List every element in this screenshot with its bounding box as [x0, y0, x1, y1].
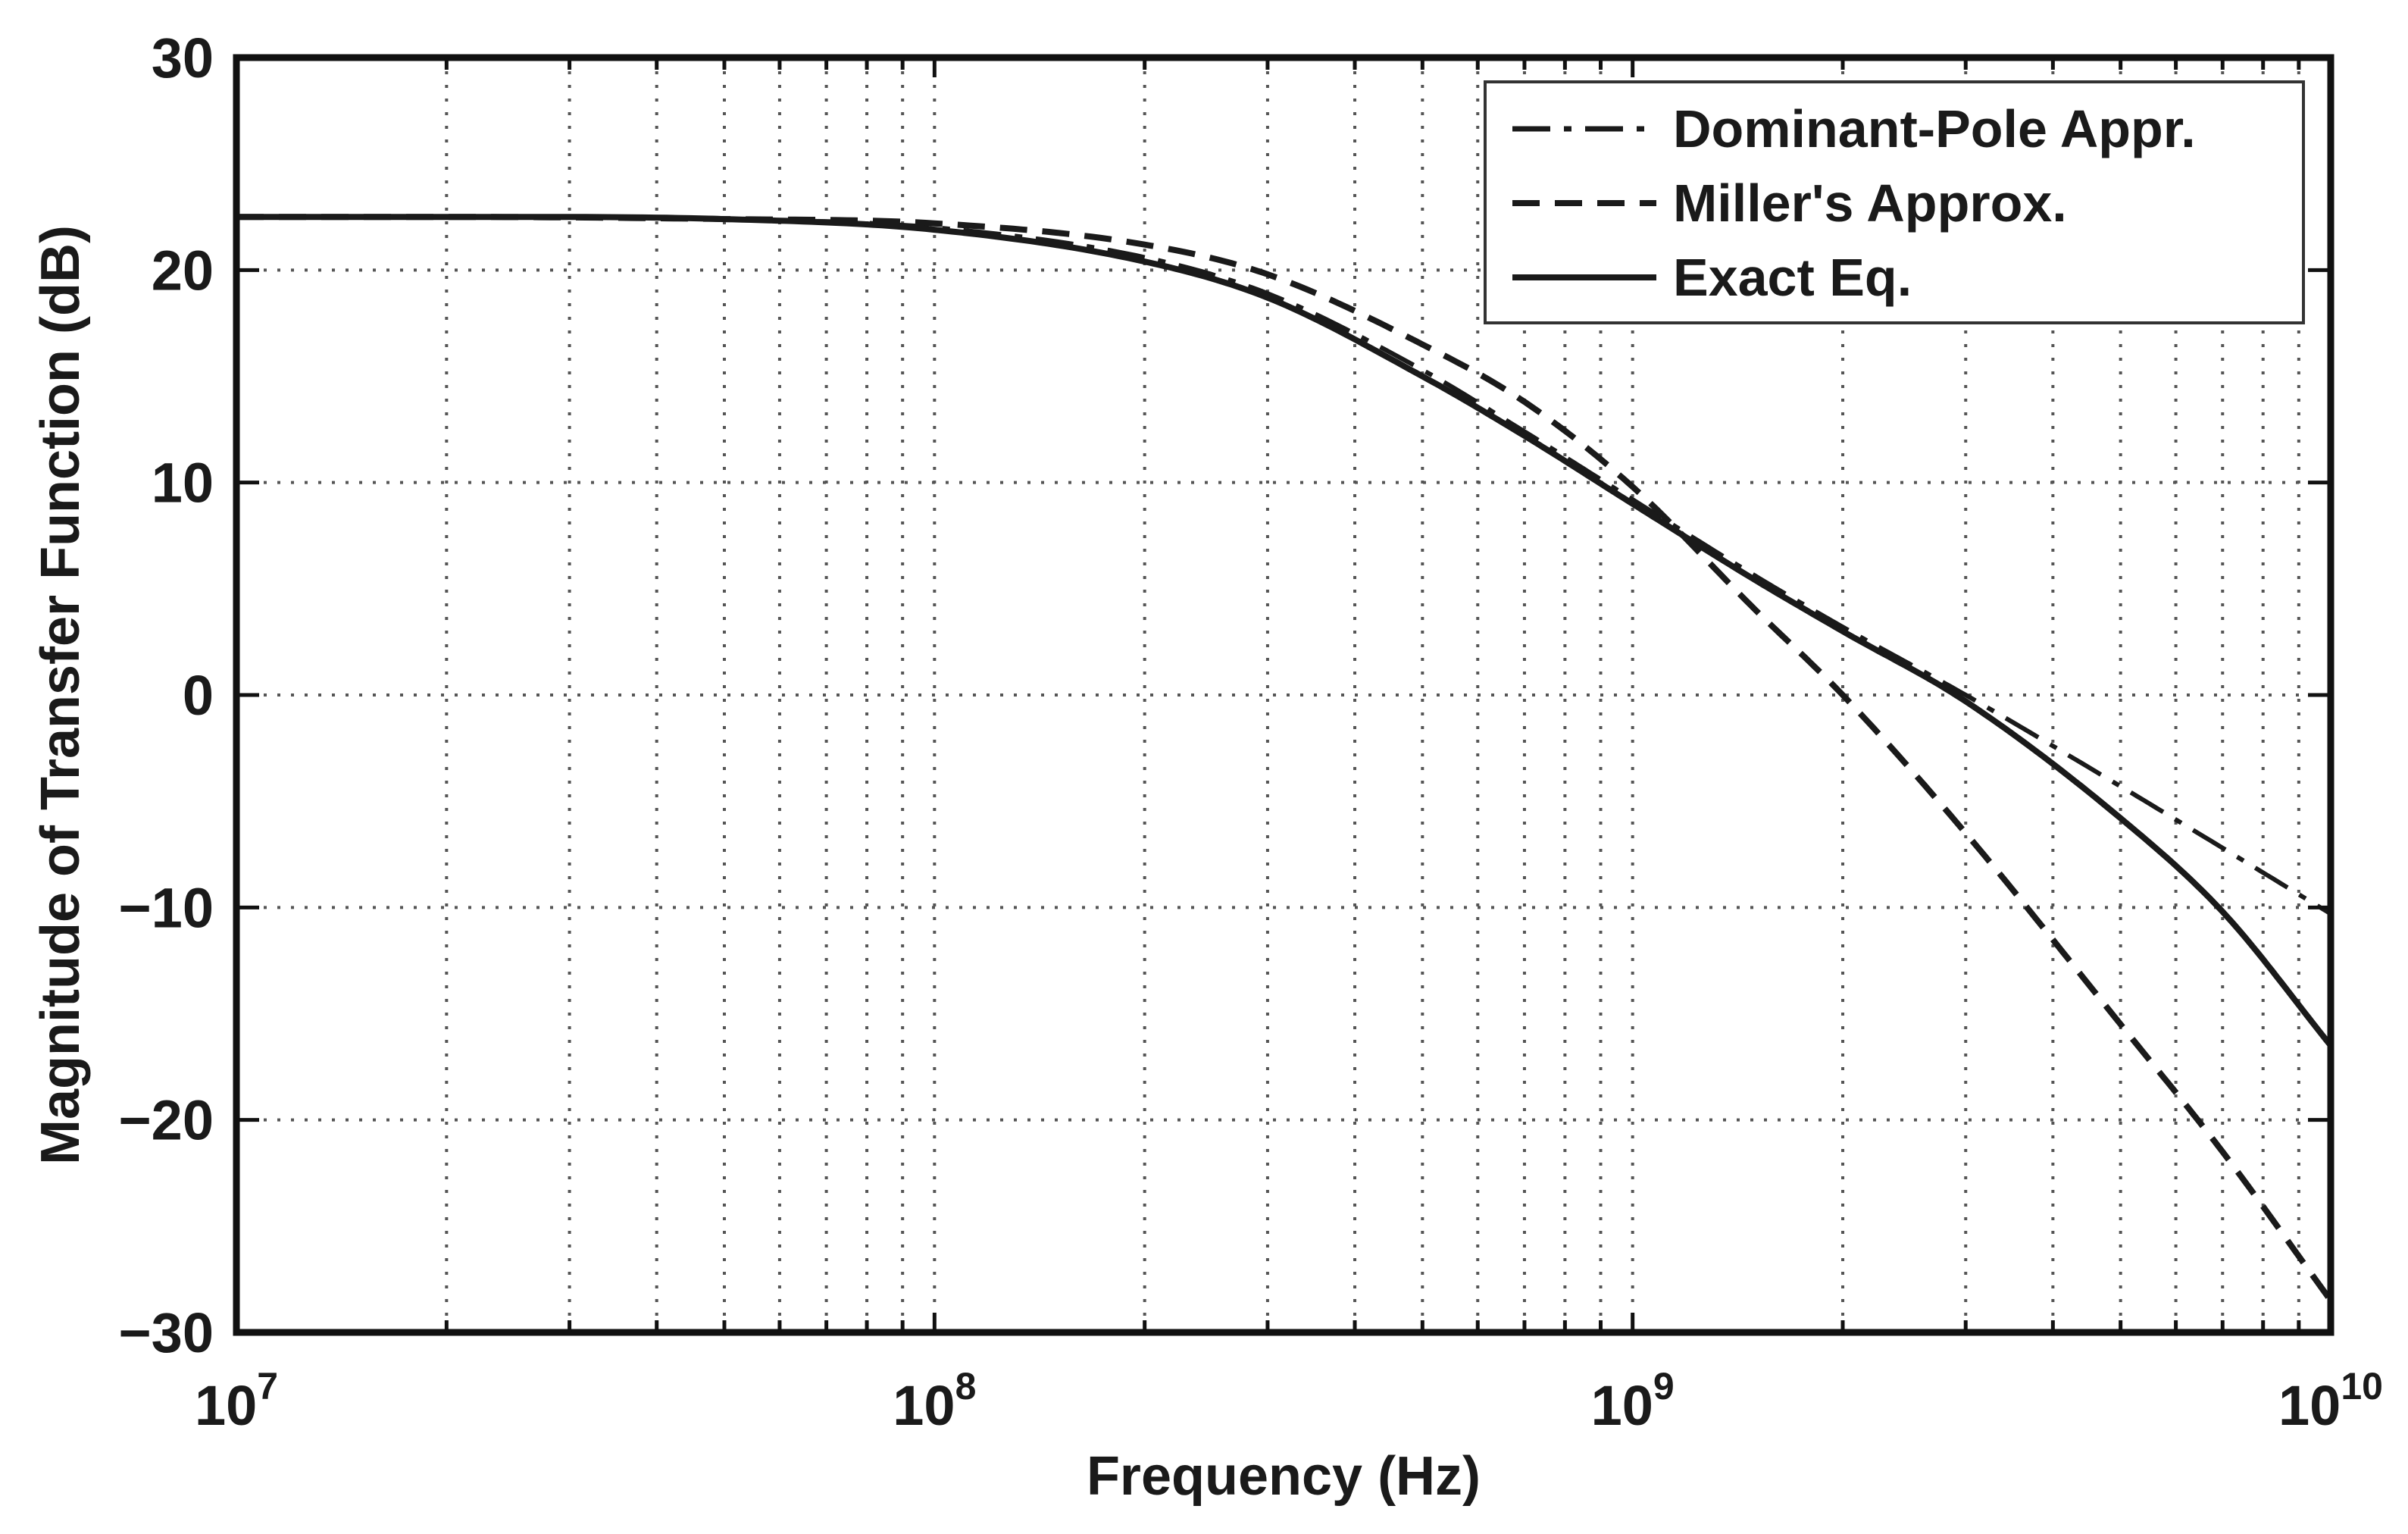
x-tick-label: 1010 [2278, 1365, 2383, 1437]
y-tick-label: 20 [152, 239, 214, 302]
y-tick-label: −30 [118, 1301, 214, 1364]
y-tick-label: 0 [183, 664, 214, 727]
x-tick-label: 109 [1591, 1365, 1675, 1437]
legend-label-dominant-pole: Dominant-Pole Appr. [1673, 99, 2196, 158]
x-axis-label: Frequency (Hz) [1087, 1446, 1481, 1507]
y-axis-label: Magnitude of Transfer Function (dB) [30, 225, 91, 1165]
y-tick-label: 10 [152, 452, 214, 515]
x-tick-labels: 107 108 109 1010 [195, 1365, 2383, 1437]
y-tick-label: −10 [118, 876, 214, 939]
legend-label-exact: Exact Eq. [1673, 248, 1912, 307]
series-layer [236, 214, 2334, 1303]
series-line-dominant-pole-appr [236, 214, 2332, 916]
x-tick-label: 108 [893, 1365, 976, 1437]
series-line-exact-eq [236, 214, 2334, 1048]
x-tick-label: 107 [195, 1365, 278, 1437]
legend: Dominant-Pole Appr. Miller's Approx. Exa… [1484, 80, 2305, 324]
y-tick-label: 30 [152, 27, 214, 89]
series-line-miller-s-approx [236, 214, 2334, 1303]
legend-label-miller: Miller's Approx. [1673, 174, 2067, 233]
tick-marks [234, 55, 2331, 1335]
y-tick-label: −20 [118, 1089, 214, 1152]
y-tick-labels: 30 20 10 0 −10 −20 −30 [118, 27, 214, 1364]
